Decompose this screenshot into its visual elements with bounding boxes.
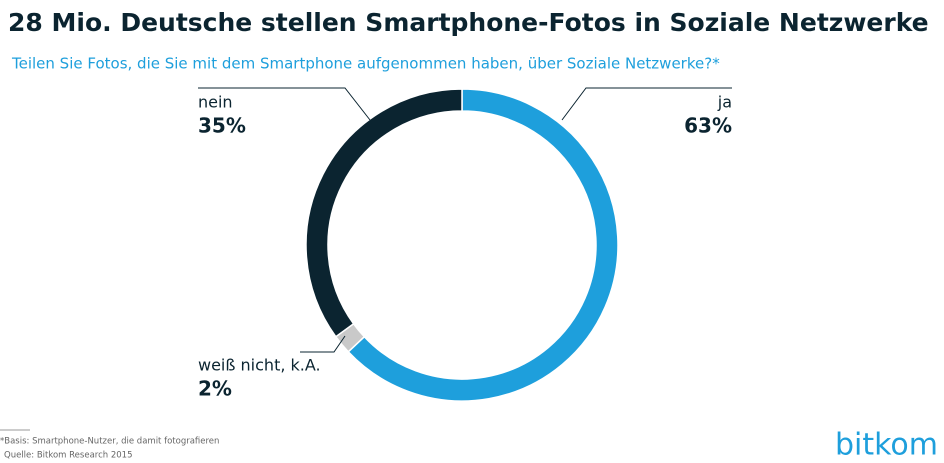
- donut-segment: [305, 88, 463, 338]
- source: Quelle: Bitkom Research 2015: [4, 451, 132, 461]
- value-label: 63%: [684, 114, 732, 138]
- logo: bitkom: [835, 428, 938, 463]
- footnote: *Basis: Smartphone-Nutzer, die damit fot…: [0, 437, 219, 447]
- category-label: weiß nicht, k.A.: [198, 356, 321, 375]
- value-label: 35%: [198, 114, 246, 138]
- chart-subtitle: Teilen Sie Fotos, die Sie mit dem Smartp…: [11, 55, 720, 73]
- leader-line: [561, 87, 732, 121]
- category-label: ja: [717, 93, 732, 112]
- donut-segment: [347, 88, 619, 402]
- leader-line: [198, 87, 371, 121]
- leader-line: [300, 335, 346, 353]
- category-label: nein: [198, 93, 233, 112]
- chart-title: 28 Mio. Deutsche stellen Smartphone-Foto…: [8, 8, 929, 37]
- value-label: 2%: [198, 377, 232, 401]
